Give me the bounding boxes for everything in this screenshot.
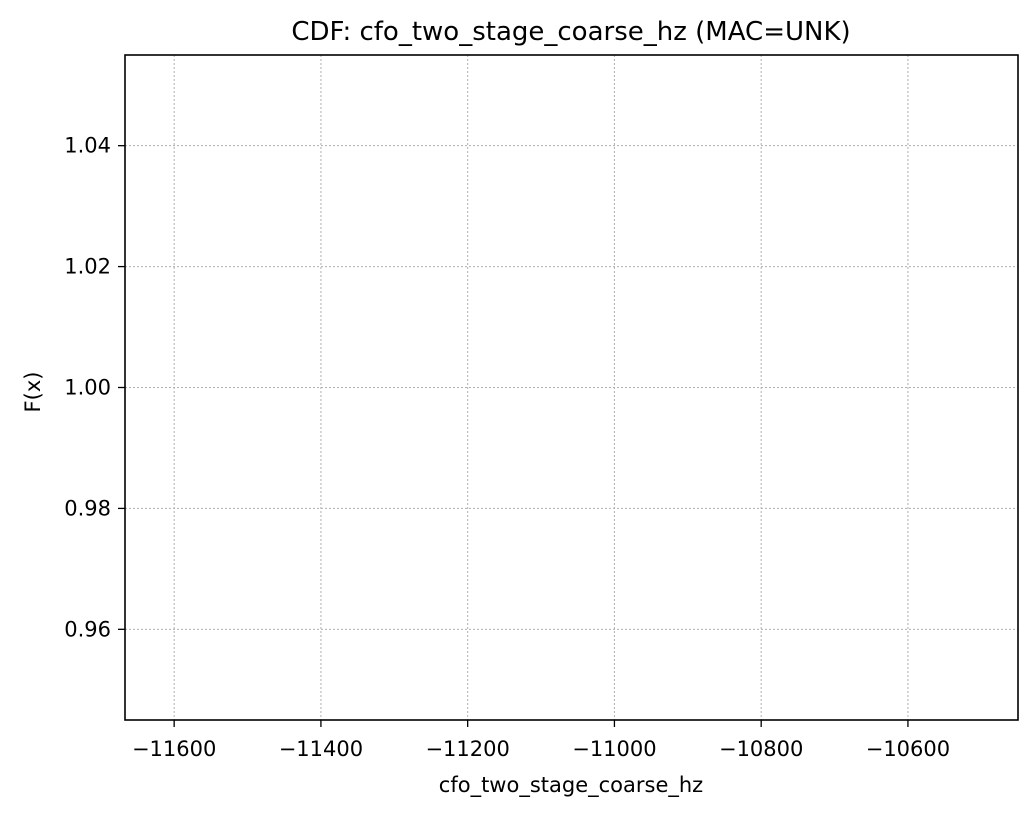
chart-title: CDF: cfo_two_stage_coarse_hz (MAC=UNK) [291,17,850,47]
x-tick-label: −10600 [866,737,950,761]
plot-area [124,54,1019,721]
x-tick-label: −11200 [425,737,509,761]
y-tick-label: 0.96 [64,617,111,641]
x-axis: −11600 −11400 −11200 −11000 −10800 −10600 [132,720,950,761]
x-axis-label: cfo_two_stage_coarse_hz [439,773,703,798]
grid-layer [125,55,1018,720]
x-tick-label: −10800 [719,737,803,761]
y-tick-label: 1.00 [64,376,111,400]
y-axis: 0.96 0.98 1.00 1.02 1.04 [64,134,125,641]
x-tick-label: −11400 [279,737,363,761]
x-tick-label: −11600 [132,737,216,761]
y-axis-label: F(x) [21,372,45,413]
x-tick-label: −11000 [572,737,656,761]
y-tick-label: 1.02 [64,255,111,279]
y-tick-label: 0.98 [64,496,111,520]
y-tick-label: 1.04 [64,134,111,158]
